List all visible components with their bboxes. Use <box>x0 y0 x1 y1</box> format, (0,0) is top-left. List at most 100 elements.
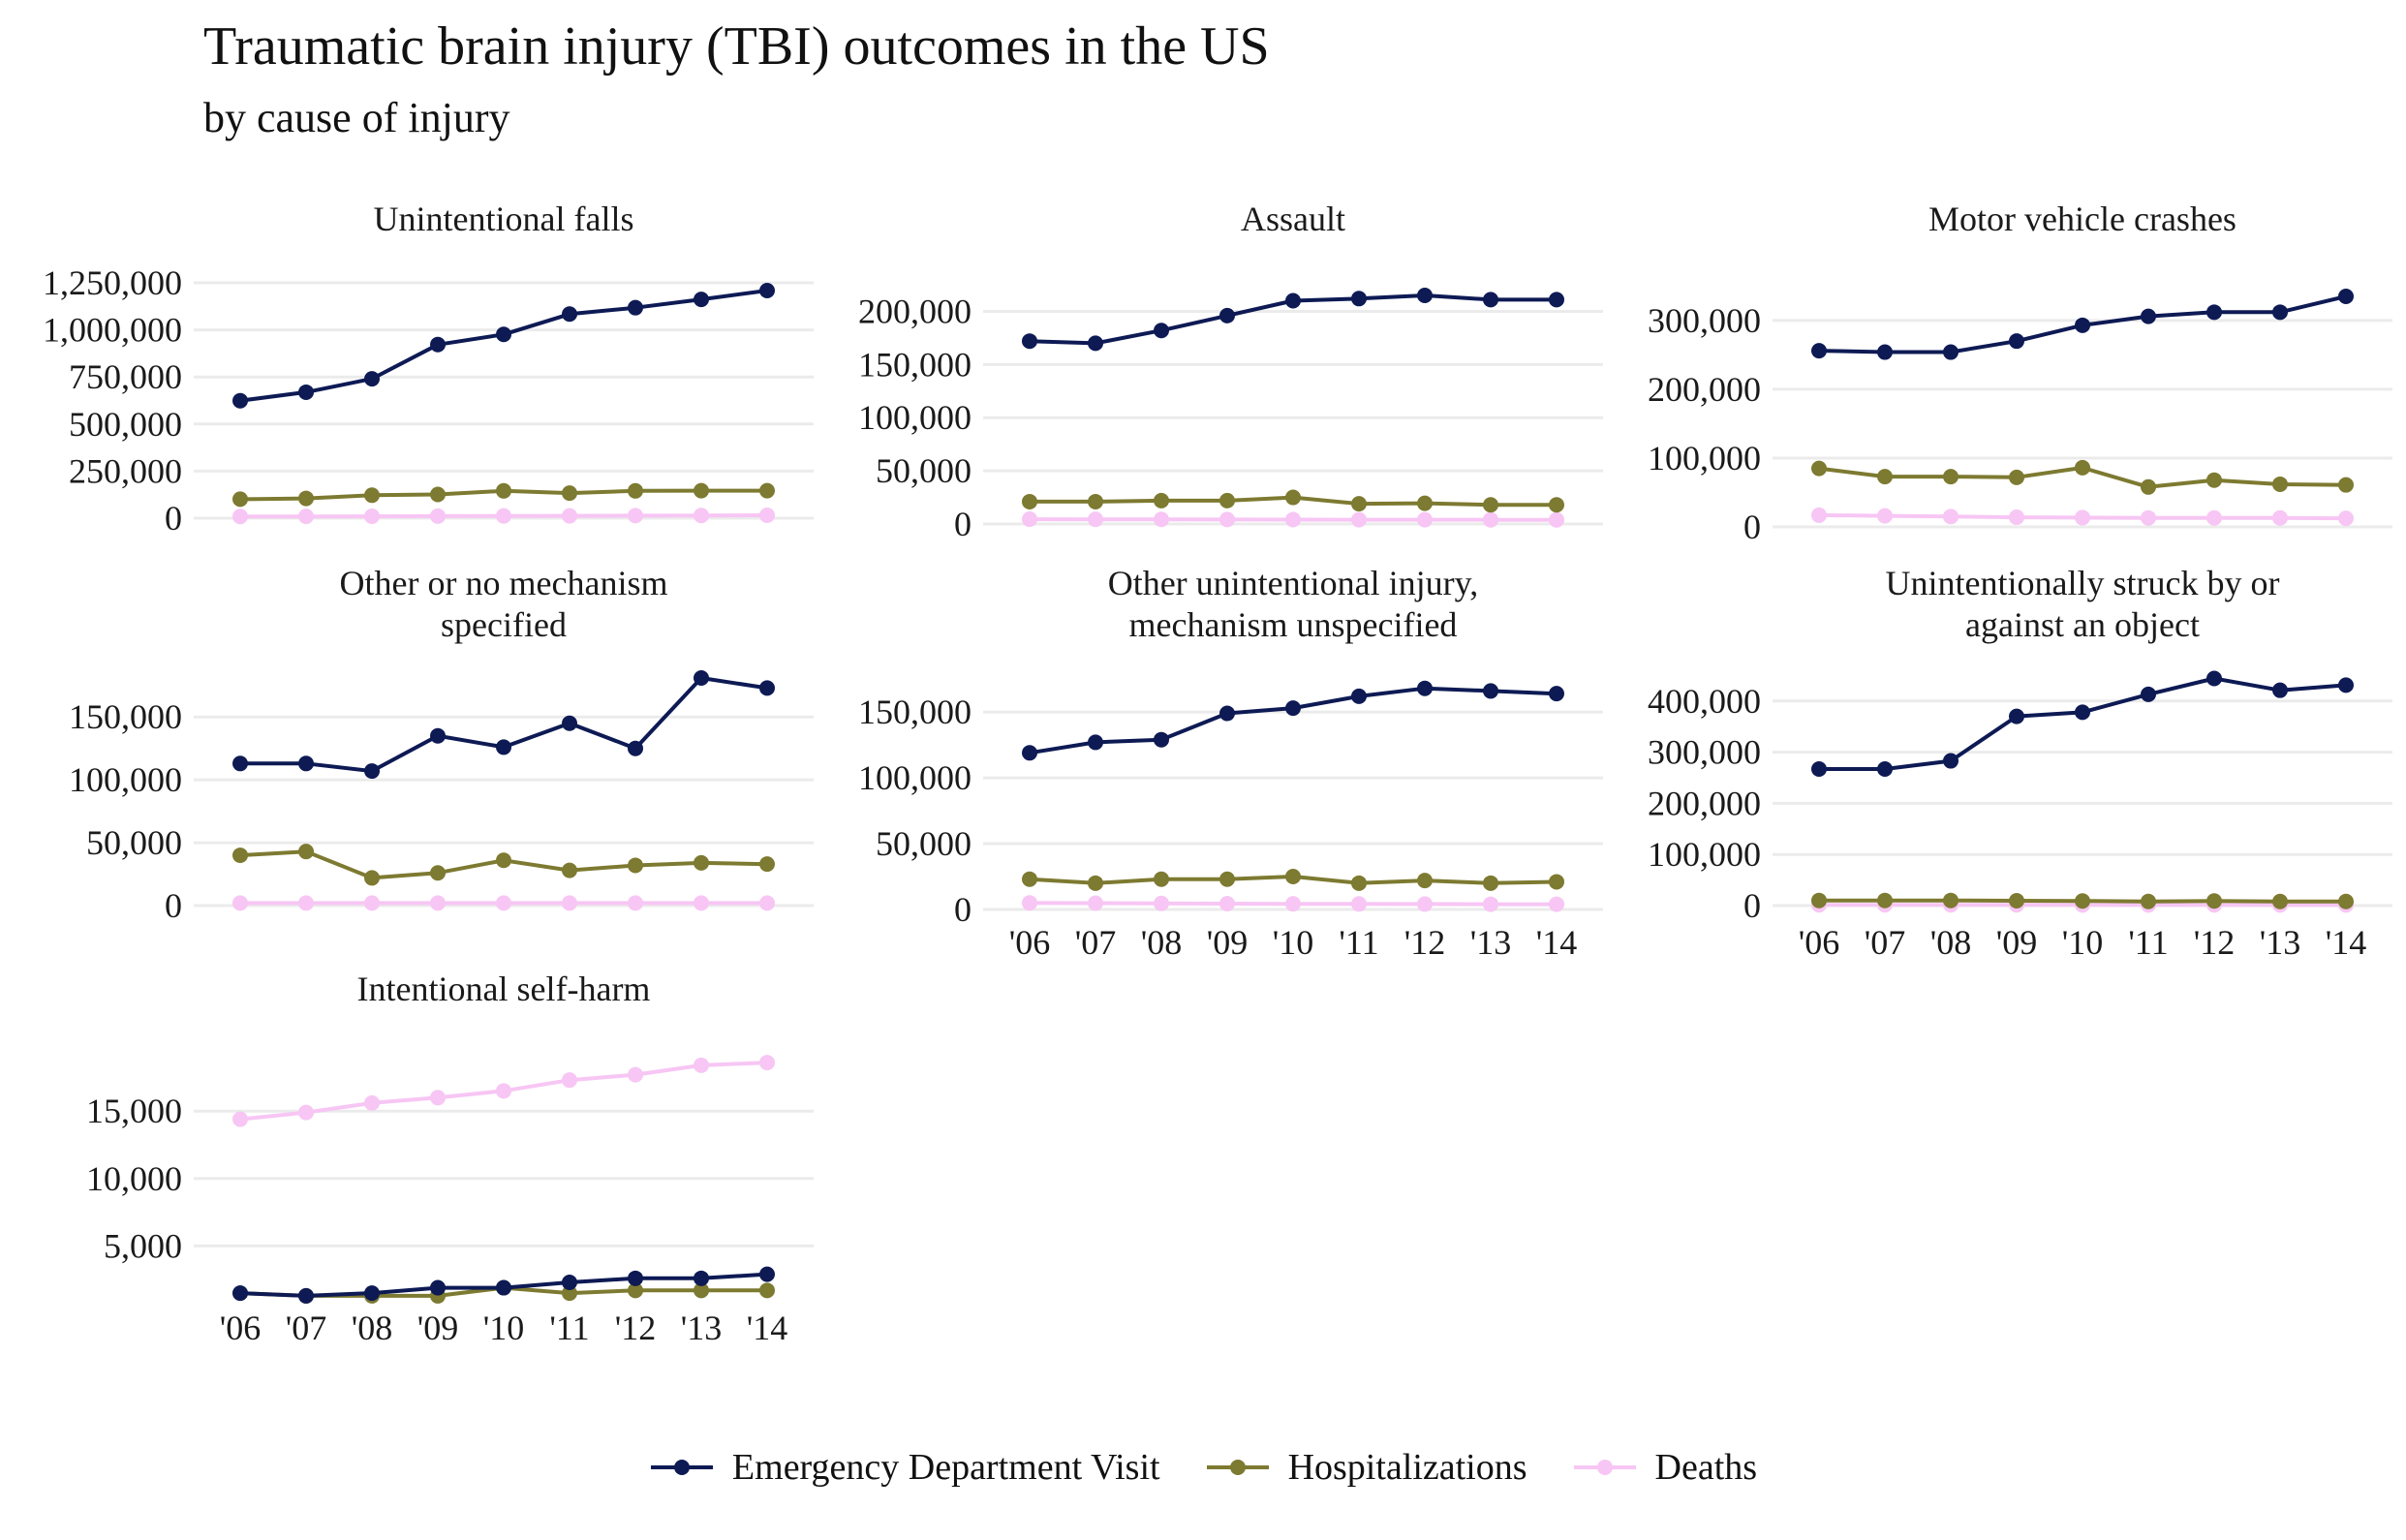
x-tick-label: '11 <box>549 1309 589 1347</box>
data-point <box>694 854 709 871</box>
series-line <box>1819 676 2347 771</box>
data-point <box>496 482 511 499</box>
data-point <box>364 1285 380 1302</box>
data-point <box>1022 333 1037 350</box>
data-point <box>1943 344 1959 360</box>
data-point <box>496 326 511 343</box>
data-point <box>1285 293 1301 309</box>
y-tick-label: 50,000 <box>876 824 972 863</box>
y-tick-label: 50,000 <box>876 451 972 490</box>
data-point <box>430 727 446 744</box>
data-point <box>2141 893 2156 909</box>
data-point <box>1285 869 1301 885</box>
x-tick-label: '10 <box>1273 923 1314 962</box>
x-tick-label: '06 <box>1009 923 1051 962</box>
y-tick-label: 200,000 <box>1648 370 1761 409</box>
data-point <box>1022 493 1037 509</box>
y-tick-label: 1,250,000 <box>43 263 182 302</box>
y-tick-label: 50,000 <box>86 823 182 862</box>
data-point <box>759 507 775 523</box>
panel-title: mechanism unspecified <box>1129 605 1458 644</box>
data-point <box>1483 875 1498 891</box>
y-tick-label: 10,000 <box>86 1159 182 1198</box>
data-point <box>1877 344 1893 360</box>
data-point <box>364 371 380 387</box>
y-tick-label: 300,000 <box>1648 301 1761 340</box>
x-tick-label: '07 <box>1075 923 1117 962</box>
data-point <box>2009 333 2024 350</box>
data-point <box>1154 895 1169 911</box>
data-point <box>430 1279 446 1296</box>
panel-title: Assault <box>1241 200 1345 238</box>
data-point <box>562 1072 577 1089</box>
data-point <box>562 1285 577 1302</box>
x-tick-label: '14 <box>747 1309 788 1347</box>
data-point <box>1483 292 1498 308</box>
data-point <box>232 1111 248 1127</box>
data-point <box>1483 497 1498 513</box>
data-point <box>2009 708 2024 724</box>
data-point <box>1877 761 1893 777</box>
data-point <box>1285 489 1301 506</box>
y-tick-label: 0 <box>165 886 182 925</box>
y-tick-label: 250,000 <box>69 451 182 490</box>
data-point <box>232 491 248 508</box>
x-tick-label: '09 <box>417 1309 459 1347</box>
x-tick-label: '12 <box>1404 923 1446 962</box>
data-point <box>2075 704 2090 721</box>
data-point <box>1417 680 1433 696</box>
y-tick-label: 0 <box>954 505 972 543</box>
data-point <box>1022 745 1037 761</box>
data-point <box>364 1094 380 1111</box>
panel-title: Other or no mechanism <box>340 564 668 602</box>
x-tick-label: '13 <box>681 1309 723 1347</box>
data-point <box>1943 469 1959 485</box>
data-point <box>232 755 248 772</box>
data-point <box>562 895 577 911</box>
x-tick-label: '12 <box>615 1309 657 1347</box>
y-tick-label: 0 <box>1743 886 1761 925</box>
data-point <box>1351 875 1367 891</box>
data-point <box>562 508 577 524</box>
x-tick-label: '08 <box>352 1309 393 1347</box>
data-point <box>1483 896 1498 912</box>
y-tick-label: 200,000 <box>1648 784 1761 822</box>
data-point <box>2272 682 2288 698</box>
data-point <box>1219 307 1235 323</box>
legend-label: Deaths <box>1654 1447 1758 1488</box>
data-point <box>628 482 643 499</box>
data-point <box>2206 472 2222 488</box>
data-point <box>1219 492 1235 508</box>
data-point <box>759 856 775 873</box>
data-point <box>2206 893 2222 909</box>
chart-subtitle: by cause of injury <box>203 94 510 141</box>
data-point <box>1417 511 1433 528</box>
data-point <box>2206 304 2222 321</box>
facet-panel: Assault 0 50,000 100,000 150,000 200,000 <box>858 200 1603 543</box>
data-point <box>1943 892 1959 909</box>
data-point <box>2272 509 2288 526</box>
y-tick-label: 150,000 <box>858 693 972 731</box>
y-tick-label: 100,000 <box>858 758 972 797</box>
legend-item: Emergency Department Visit <box>649 1446 1160 1489</box>
y-tick-label: 0 <box>1743 508 1761 546</box>
data-point <box>562 1274 577 1290</box>
legend-dot <box>673 1460 690 1475</box>
data-point <box>298 895 314 911</box>
data-point <box>1417 896 1433 912</box>
x-tick-label: '08 <box>1930 923 1972 962</box>
data-point <box>1351 688 1367 704</box>
panel-title: Unintentional falls <box>374 200 634 238</box>
data-point <box>694 508 709 524</box>
y-tick-label: 0 <box>165 499 182 538</box>
data-point <box>364 870 380 886</box>
data-point <box>694 1282 709 1299</box>
data-point <box>496 739 511 755</box>
data-point <box>2338 289 2354 304</box>
y-tick-label: 300,000 <box>1648 733 1761 772</box>
data-point <box>1417 495 1433 511</box>
facet-panel: Motor vehicle crashes 0 100,000 200,000 300,… <box>1648 200 2392 546</box>
data-point <box>562 306 577 323</box>
data-point <box>2272 304 2288 321</box>
